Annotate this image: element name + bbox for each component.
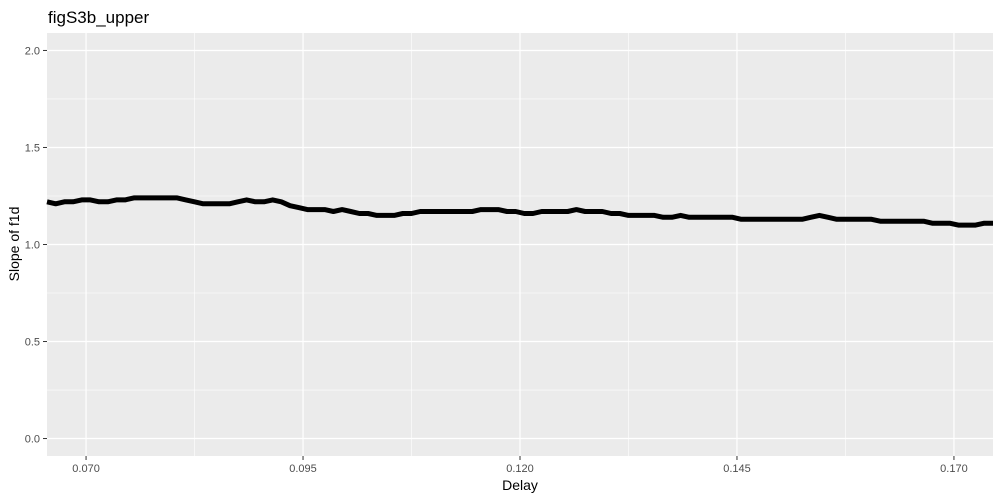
y-tick-label: 1.5 — [25, 142, 40, 154]
series-layer — [46, 195, 993, 228]
y-tick-label: 0.0 — [25, 434, 40, 446]
x-tick-label: 0.095 — [289, 463, 317, 475]
y-tick-label: 0.5 — [25, 337, 40, 349]
chart-title: figS3b_upper — [48, 8, 149, 27]
grid-major — [47, 33, 993, 456]
y-tick-label: 1.0 — [25, 240, 40, 252]
y-tick-label: 2.0 — [25, 45, 40, 57]
y-axis: 0.0 0.5 1.0 1.5 2.0 — [25, 45, 47, 446]
x-axis: 0.070 0.095 0.120 0.145 0.170 — [72, 456, 968, 475]
series-line — [46, 195, 993, 228]
x-tick-label: 0.145 — [723, 463, 751, 475]
x-tick-label: 0.170 — [940, 463, 968, 475]
x-axis-label: Delay — [502, 477, 538, 493]
x-tick-label: 0.070 — [72, 463, 100, 475]
y-axis-label: Slope of f1d — [6, 207, 22, 282]
x-tick-label: 0.120 — [506, 463, 534, 475]
